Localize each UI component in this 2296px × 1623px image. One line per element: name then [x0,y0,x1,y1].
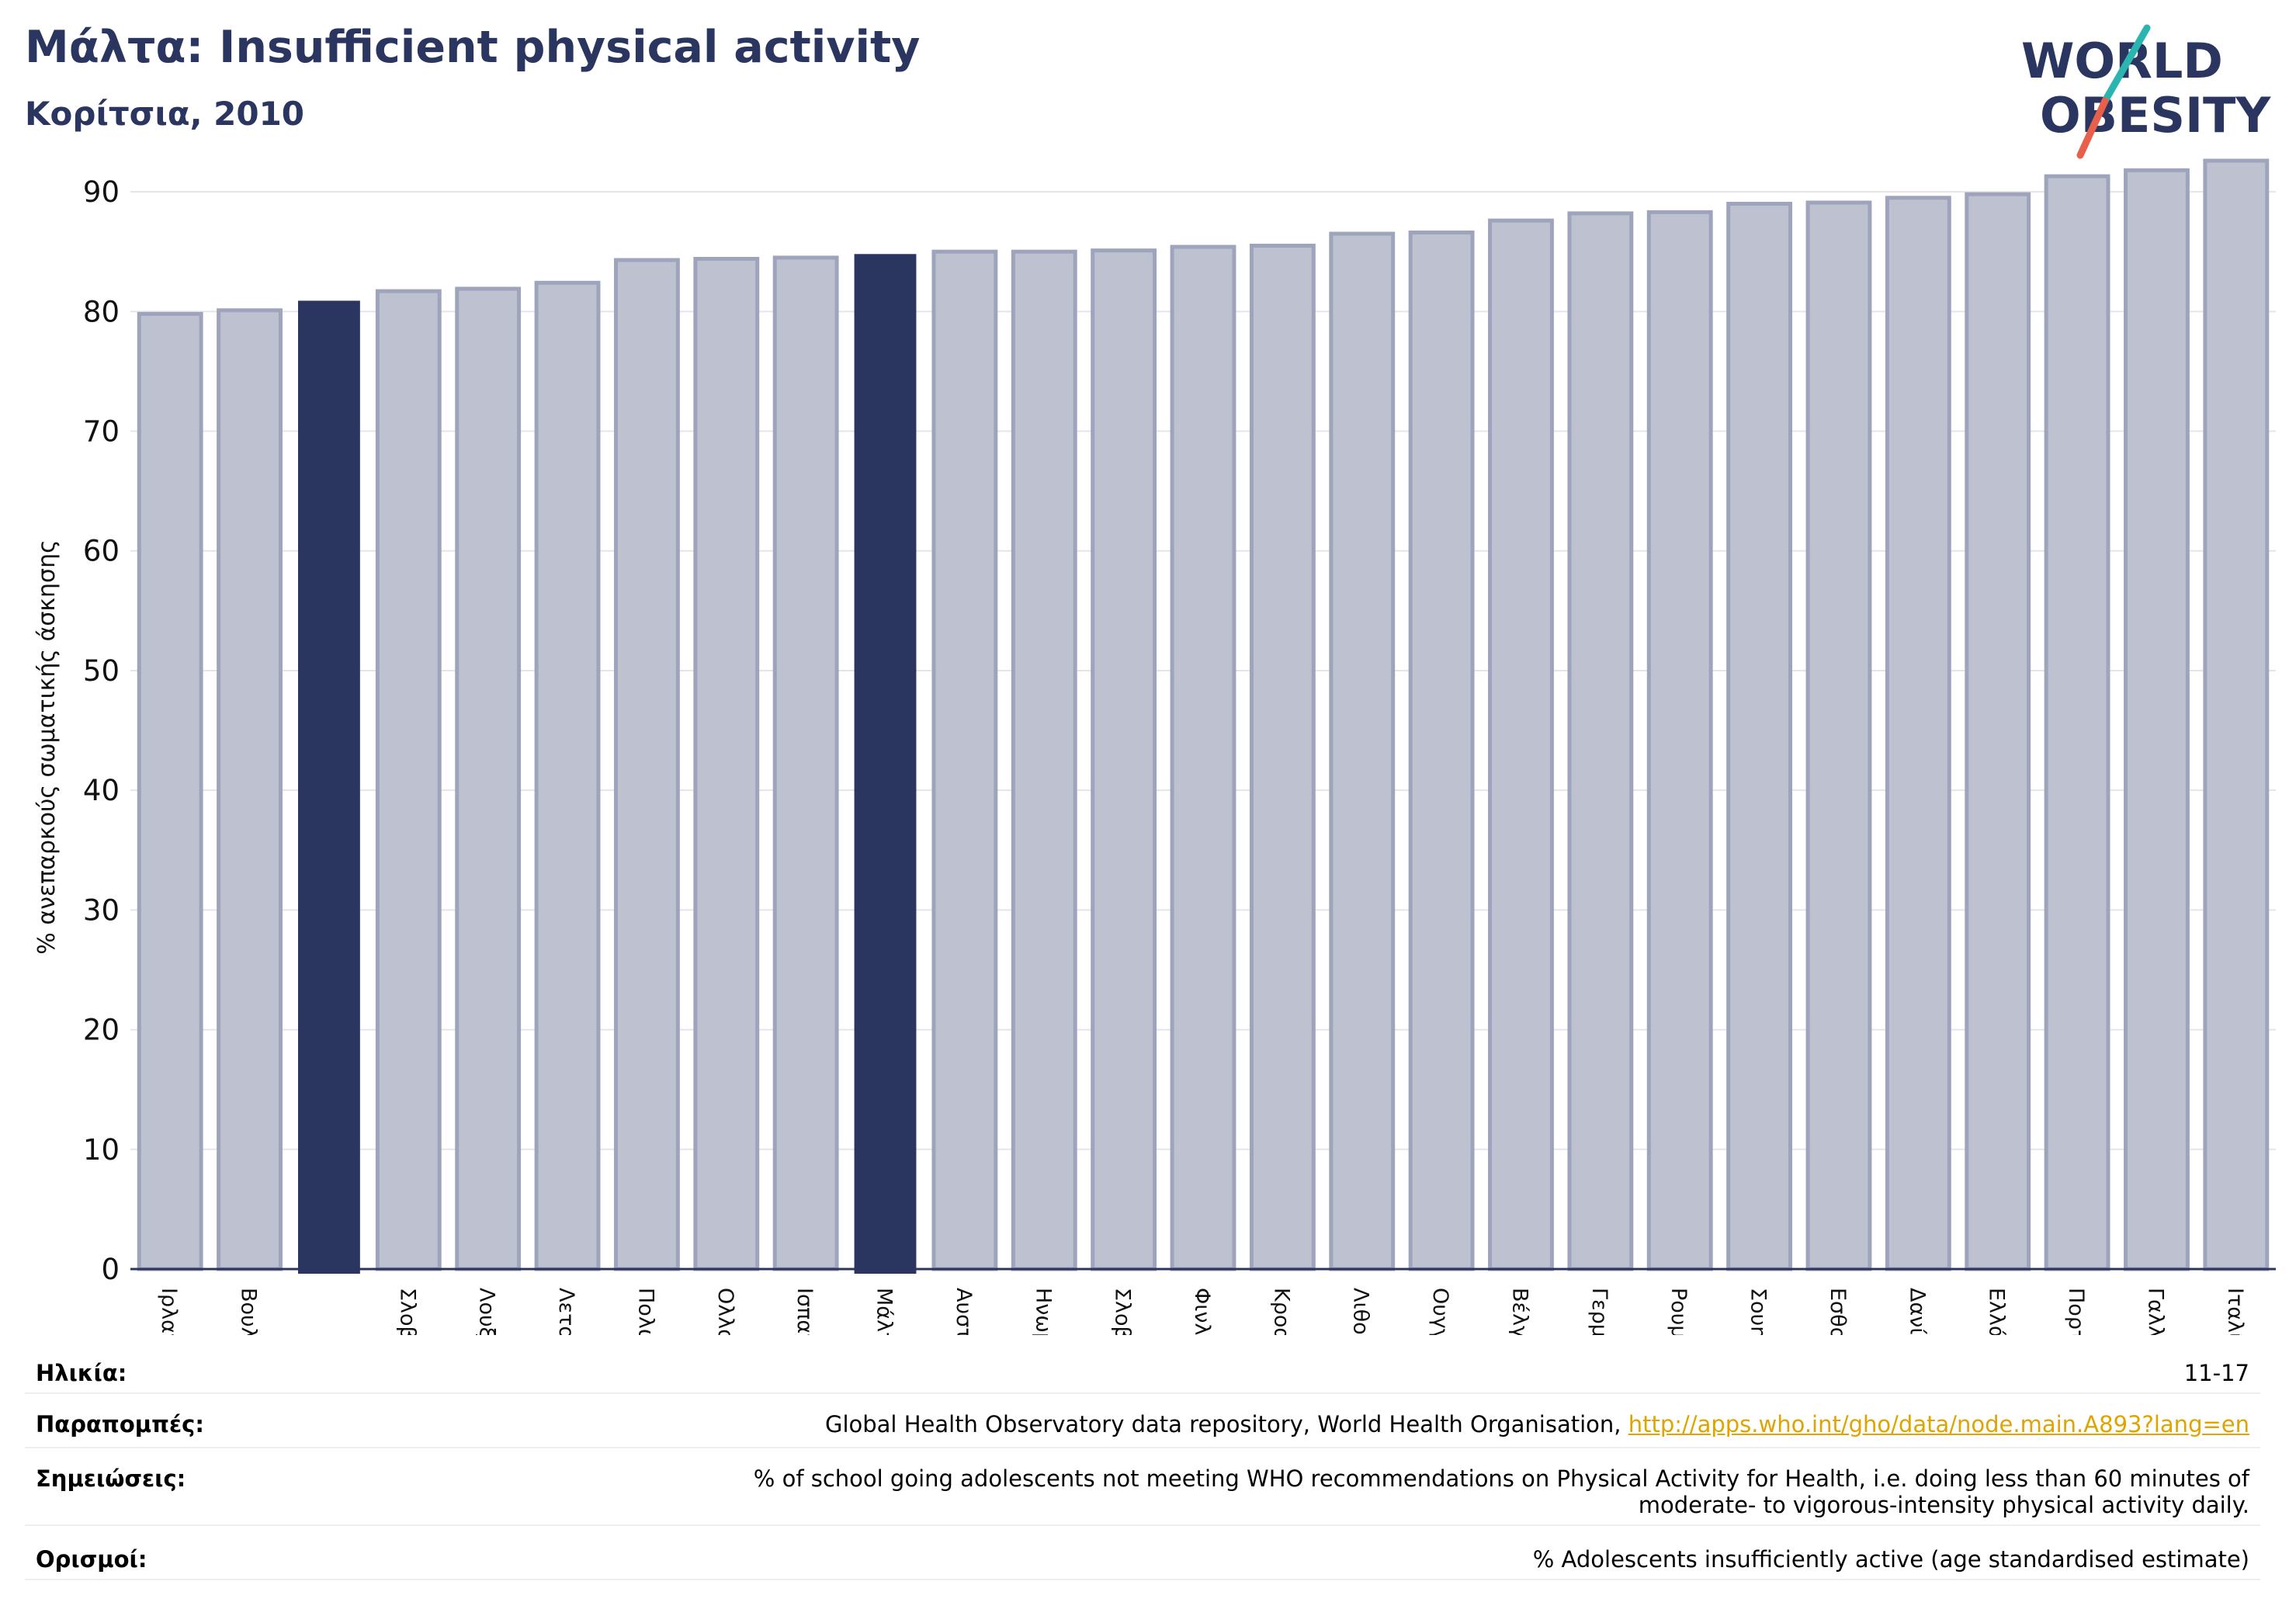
references-link[interactable]: http://apps.who.int/gho/data/node.main.A… [1628,1411,2249,1437]
x-tick-label: Γαλλία [2143,1288,2167,1335]
x-tick-label: Πολωνία [633,1288,657,1335]
x-tick-label: Ιρλανδία [157,1288,181,1335]
bar [455,286,522,1271]
bar [1011,249,1077,1271]
x-tick-label: Δανία [1905,1288,1929,1335]
x-tick-label: Κροατία [1269,1288,1293,1335]
x-tick-label: Ουγγαρία [1428,1288,1452,1335]
x-tick-label: Πορτογαλία [2064,1288,2088,1335]
logo-slash-bottom [2076,97,2109,159]
bar [931,249,998,1271]
chart-subtitle: Κορίτσια, 2010 [25,95,305,133]
references-value: Global Health Observatory data repositor… [825,1411,2249,1437]
x-tick-label: Ολλανδία [713,1288,737,1335]
notes-line2: moderate- to vigorous-intensity physical… [1638,1492,2249,1518]
x-tick-label: Ισπανία [793,1288,817,1335]
bar-highlighted [854,254,917,1274]
notes-line1: % of school going adolescents not meetin… [753,1465,2249,1492]
y-tick-label: 0 [101,1253,120,1286]
x-tick-label: Βέλγιο [1507,1288,1531,1335]
y-tick-label: 90 [83,175,120,209]
x-tick-label: Γερμανία [1587,1288,1611,1335]
bar-highlighted [298,300,360,1274]
references-row: Παραπομπές: Global Health Observatory da… [25,1392,2260,1448]
bar [2203,158,2270,1271]
bar [2124,168,2190,1271]
bar [772,255,839,1271]
x-tick-label: Σουηδία [1746,1288,1771,1335]
bar [1488,218,1554,1271]
x-tick-label: Ηνωμένο Βασίλειο [1031,1288,1055,1335]
definitions-value: % Adolescents insufficiently active (age… [1532,1546,2249,1573]
bar-chart: 0 10 20 30 40 50 60 70 80 90 % ανεπαρκούς σωματική… [33,158,2276,1335]
y-tick-label: 10 [83,1133,120,1167]
bar [1805,200,1872,1271]
logo-line1: WORLD [2021,33,2223,89]
bar [613,258,680,1271]
y-tick-label: 40 [83,774,120,807]
references-text: Global Health Observatory data repositor… [824,1411,1628,1437]
y-tick-label: 80 [83,295,120,328]
age-row: Ηλικία: 11-17 [25,1337,2260,1394]
bar [1646,210,1713,1271]
bar [217,308,283,1271]
y-tick-label: 20 [83,1014,120,1047]
y-tick-label: 50 [83,654,120,688]
bar [1091,248,1157,1271]
x-tick-label: Λουξεμβούργο [475,1288,499,1335]
y-tick-label: 30 [83,893,120,927]
world-obesity-logo: WORLD OBESITY [2021,24,2271,159]
bar [1567,211,1634,1271]
references-label: Παραπομπές: [36,1411,204,1437]
logo-line2: OBESITY [2040,87,2271,144]
x-tick-label: Αυστρία [952,1288,976,1335]
bar [1170,244,1236,1271]
notes-value: % of school going adolescents not meetin… [754,1465,2249,1518]
bar [2044,174,2110,1271]
x-tick-label: Λετονία [554,1288,578,1335]
bar [375,289,442,1271]
x-tick-label: Βουλγαρία [237,1288,261,1335]
age-value: 11-17 [2183,1360,2249,1386]
x-tick-label: Ρουμανία [1667,1288,1691,1335]
definitions-row: Ορισμοί: % Adolescents insufficiently ac… [25,1524,2260,1580]
chart-title: Μάλτα: Insufficient physical activity [25,22,921,73]
x-tick-label: Μάλτα [872,1288,897,1335]
bar [1329,231,1396,1271]
bar [1408,231,1475,1271]
bar [1965,192,2031,1271]
x-tick-label: Ιταλία [2223,1288,2247,1335]
x-tick-label: Ελλάδα [1985,1288,2009,1335]
definitions-label: Ορισμοί: [36,1546,147,1573]
bar [1726,202,1793,1271]
bar [1249,244,1316,1271]
notes-row: Σημειώσεις: % of school going adolescent… [25,1447,2260,1526]
age-label: Ηλικία: [36,1360,127,1386]
x-tick-label: Εσθονία [1826,1288,1850,1335]
x-tick-label: Σλοβενία [1111,1288,1135,1335]
bar [1885,196,1951,1271]
y-tick-label: 70 [83,415,120,449]
y-tick-label: 60 [83,535,120,568]
x-tick-label: Λιθουανία [1349,1288,1373,1335]
bar [534,280,601,1271]
x-tick-label: Σλοβακία [395,1288,419,1335]
notes-label: Σημειώσεις: [36,1465,186,1492]
logo-slash-top [2101,24,2151,105]
y-axis-label: % ανεπαρκούς σωματικής άσκησης [33,539,61,954]
bar [693,256,760,1271]
x-tick-label: Φινλανδία [1190,1288,1214,1335]
bar [137,311,203,1271]
